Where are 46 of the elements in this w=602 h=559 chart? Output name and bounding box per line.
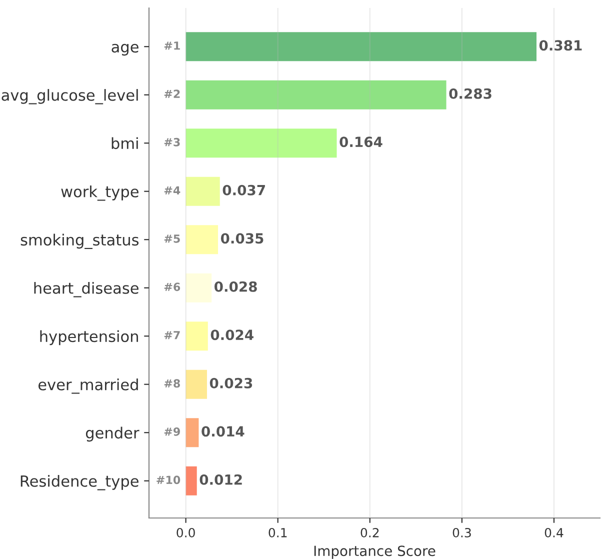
x-tick-label: 0.2 bbox=[360, 528, 379, 538]
data-label: 0.014 bbox=[202, 426, 244, 437]
data-label: 0.028 bbox=[214, 281, 257, 292]
annotation: #1 bbox=[164, 42, 180, 50]
y-tick-label: age bbox=[112, 44, 138, 56]
data-label: 0.037 bbox=[222, 184, 265, 196]
y-tick-label: smoking_status bbox=[20, 234, 139, 250]
bar bbox=[186, 176, 220, 206]
data-label: 0.023 bbox=[210, 378, 252, 388]
bar bbox=[186, 32, 536, 62]
x-tick-label: 0.1 bbox=[268, 528, 287, 538]
annotation: #10 bbox=[156, 476, 180, 484]
y-tick-label: avg_glucose_level bbox=[2, 89, 138, 104]
y-tick-label: heart_disease bbox=[34, 282, 138, 298]
bar bbox=[186, 322, 208, 351]
annotation: #9 bbox=[164, 427, 180, 436]
bar bbox=[186, 370, 207, 399]
x-tick-label: 0.3 bbox=[452, 528, 471, 538]
annotation: #3 bbox=[164, 138, 180, 146]
data-label: 0.012 bbox=[200, 474, 242, 485]
y-tick-label: bmi bbox=[112, 137, 138, 150]
annotation: #5 bbox=[164, 234, 180, 243]
bar bbox=[186, 128, 337, 158]
data-label: 0.283 bbox=[449, 88, 492, 99]
bar bbox=[186, 225, 218, 254]
annotation: #7 bbox=[164, 331, 180, 340]
y-tick-label: work_type bbox=[61, 186, 138, 201]
x-tick-label: 0.4 bbox=[544, 528, 564, 538]
y-tick-label: hypertension bbox=[40, 330, 138, 346]
annotation: #4 bbox=[164, 186, 180, 194]
annotation: #8 bbox=[164, 379, 180, 388]
bar bbox=[186, 80, 446, 110]
y-tick-label: Residence_type bbox=[20, 475, 138, 490]
annotation: #6 bbox=[164, 282, 180, 292]
bar bbox=[186, 466, 197, 496]
data-label: 0.035 bbox=[220, 233, 264, 244]
annotation: #2 bbox=[164, 90, 180, 98]
bar bbox=[186, 273, 212, 302]
y-tick-label: gender bbox=[86, 426, 140, 442]
data-label: 0.024 bbox=[210, 330, 254, 340]
y-tick-label: ever_married bbox=[38, 378, 138, 394]
data-label: 0.381 bbox=[539, 40, 582, 51]
data-label: 0.164 bbox=[340, 136, 382, 148]
x-axis-title: Importance Score bbox=[314, 546, 436, 559]
bar bbox=[186, 418, 199, 448]
x-tick-label: 0.0 bbox=[176, 528, 195, 538]
